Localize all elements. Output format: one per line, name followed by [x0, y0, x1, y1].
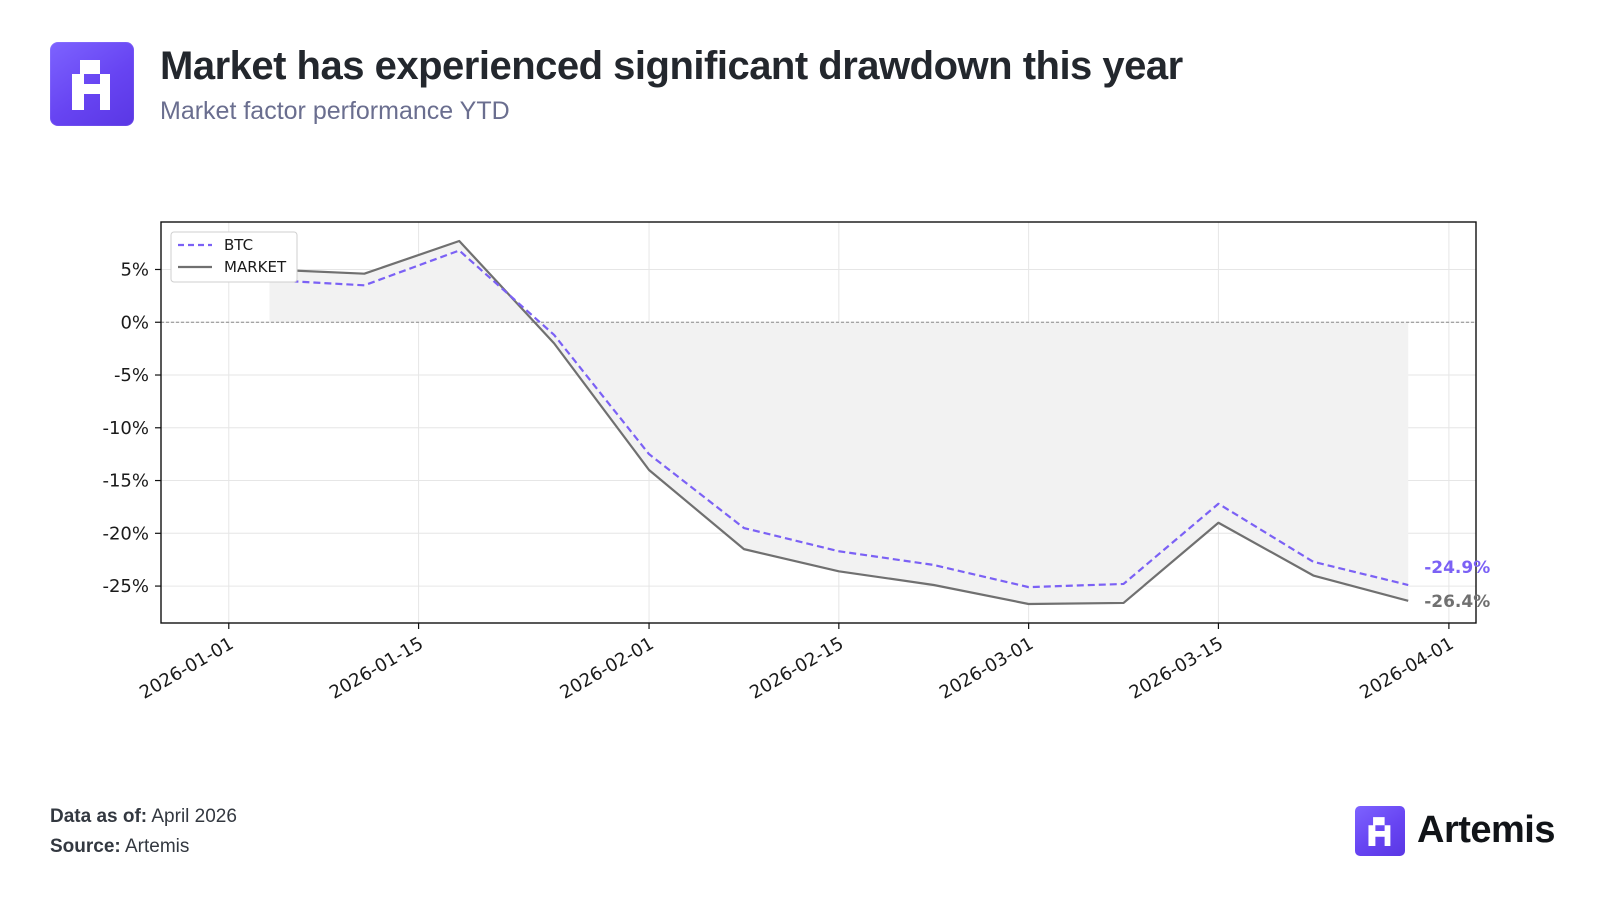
y-tick-label: 5% — [120, 259, 149, 280]
x-tick-label: 2026-03-15 — [1126, 633, 1227, 703]
source: Source: Artemis — [50, 836, 189, 858]
x-tick-label: 2026-03-01 — [936, 633, 1037, 703]
y-tick-label: -20% — [102, 523, 149, 544]
end-label-market: -26.4% — [1424, 592, 1490, 612]
x-tick-label: 2026-01-15 — [326, 633, 427, 703]
artemis-logo-icon — [50, 42, 134, 126]
area-fill — [269, 240, 1409, 605]
data-as-of: Data as of: April 2026 — [50, 806, 237, 828]
artemis-brand-icon — [1355, 806, 1405, 856]
artemis-logo-glyph — [72, 60, 110, 110]
source-label: Source: — [50, 836, 121, 857]
end-label-btc: -24.9% — [1424, 558, 1490, 578]
y-tick-label: 0% — [120, 312, 149, 333]
series-line-market — [269, 239, 1409, 606]
page-title: Market has experienced significant drawd… — [160, 44, 1183, 88]
x-tick-label: 2026-02-01 — [556, 633, 657, 703]
artemis-brand-glyph — [1368, 817, 1391, 846]
x-tick-label: 2026-01-01 — [136, 633, 237, 703]
series-line-btc — [269, 249, 1409, 589]
page-subtitle: Market factor performance YTD — [160, 97, 510, 125]
legend-label-market: MARKET — [224, 258, 287, 276]
legend-label-btc: BTC — [224, 236, 253, 254]
x-tick-label: 2026-04-01 — [1356, 633, 1457, 703]
data-as-of-label: Data as of: — [50, 806, 148, 827]
brand-name: Artemis — [1417, 809, 1556, 851]
y-tick-label: -25% — [102, 576, 149, 597]
data-as-of-value: April 2026 — [151, 806, 237, 827]
x-tick-label: 2026-02-15 — [746, 633, 847, 703]
y-tick-label: -15% — [102, 471, 149, 492]
plot-frame — [160, 221, 1477, 624]
source-value: Artemis — [124, 836, 190, 857]
y-tick-label: -10% — [102, 418, 149, 439]
legend: BTC MARKET — [170, 231, 298, 283]
y-tick-label: -5% — [114, 365, 149, 386]
